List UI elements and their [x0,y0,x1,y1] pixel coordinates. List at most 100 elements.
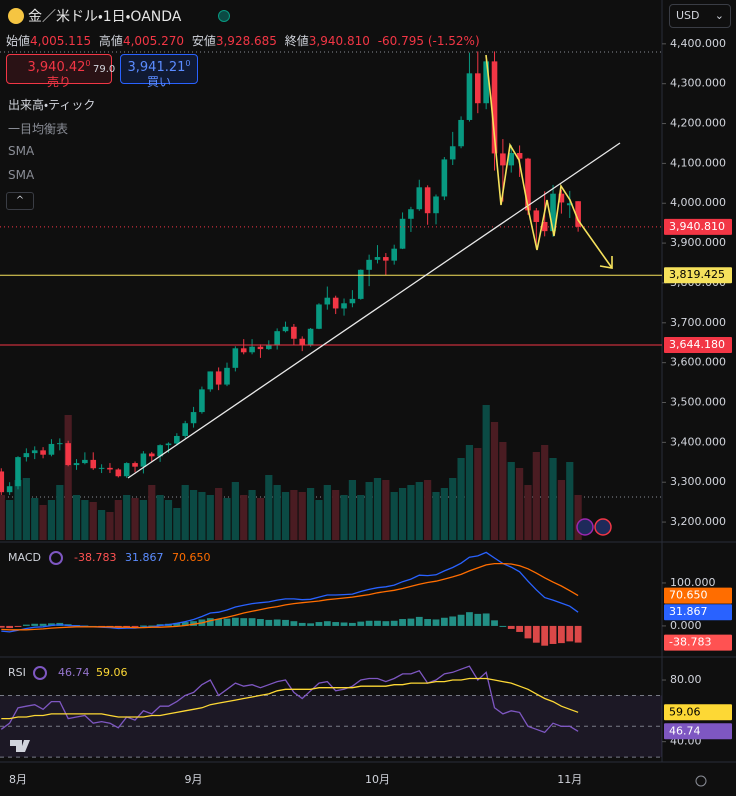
candle-body [98,467,105,469]
candle-body [140,453,147,467]
candle-body [190,412,197,424]
y-tick-label: 0.000 [670,619,702,632]
volume-bar [81,500,89,540]
histogram-bar [231,617,239,626]
volume-bar [499,442,507,540]
currency-dropdown[interactable]: USD ⌄ [669,4,731,28]
sell-price-fraction: 0 [85,59,91,68]
volume-bar [474,448,482,540]
ohlc-value: 3,928.685 [215,34,277,48]
candle-body [73,463,80,466]
candle-body [383,257,389,261]
volume-bar [22,478,30,540]
histogram-bar [173,622,181,626]
histogram-bar [558,625,565,644]
candle-body [249,346,255,353]
macd-value-label-bg [664,587,732,604]
settings-icon[interactable] [695,775,707,787]
candle-body [224,367,230,385]
logo [10,740,30,752]
volume-bar [432,492,440,540]
volume-bar [31,498,39,540]
rsi-value-label: 59.06 [669,705,701,718]
histogram-bar [466,612,473,626]
indicator-icon[interactable] [49,551,63,565]
volume-bar [298,492,306,540]
volume-bar [365,482,373,540]
candle-body [266,345,272,350]
histogram-bar [440,617,448,626]
candle-body [282,326,289,332]
last-price-label: 3,940.810 [669,220,725,233]
ohlc-label: 始値 [6,34,31,48]
volume-bar [566,462,574,540]
indicator-label[interactable]: SMA [8,144,35,158]
horizontal-line-label-bg [664,267,732,284]
histogram-bar [516,625,523,632]
candle-body [65,443,71,466]
histogram-bar [215,619,223,626]
candle-body [391,248,397,261]
volume-bar [223,498,231,540]
volume-bar [189,490,198,540]
macd-value-label-bg [664,634,732,651]
rsi-line [1,677,579,720]
macd-title: MACD [8,551,41,564]
event-icon[interactable] [594,518,612,536]
candle-body [31,450,38,454]
histogram-bar [48,623,55,626]
candle-body [291,326,297,339]
candle-body [341,303,347,309]
indicator-label[interactable]: 出来高・ティック [8,98,96,112]
trend-line-drawing[interactable] [127,142,621,479]
indicator-icon[interactable] [33,666,47,680]
plot-area: 4,400.000 4,300.000 4,200.000 4,100.000 4,00… [0,37,732,786]
buy-label: 買い [146,75,171,89]
histogram-bar [273,619,281,626]
y-tick-label: 4,100.000 [670,156,726,169]
volume-bar [348,480,356,540]
volume-bar [398,488,407,540]
buy-button[interactable]: 3,941.210 買い [120,54,198,89]
y-tick-label: 4,300.000 [670,77,726,90]
x-tick-label: 10月 [365,773,390,786]
collapse-button[interactable]: ^ [6,192,34,210]
volume-bar [507,462,515,540]
market-status [218,10,230,22]
volume-bar [215,488,223,540]
candle-body [240,348,247,353]
indicator-label[interactable]: SMA [8,168,35,182]
candle-body [566,203,573,206]
candle-body [274,331,280,346]
volume-bar [390,492,398,540]
histogram-bar [148,625,156,627]
candle-body [174,435,180,444]
macd-value-label: 70.650 [669,589,708,602]
x-tick-label: 9月 [185,773,203,786]
candle-body [257,346,264,350]
volume-bar [164,500,173,540]
sell-button[interactable]: 3,940.420 売り [6,54,112,89]
histogram-bar [265,619,273,626]
histogram-bar [382,621,390,626]
event-icon[interactable] [576,518,594,536]
candle-body [483,61,489,104]
candle-body [458,119,464,147]
indicator-label[interactable]: 一目均衡表 [8,122,69,136]
macd-line-value: 31.867 [125,551,164,564]
horizontal-line-label: 3,819.425 [669,268,725,281]
zigzag-drawing[interactable] [485,54,613,269]
candle-body [408,209,414,219]
macd-value-label-bg [664,604,732,621]
histogram-bar [6,625,14,629]
histogram-bar [507,625,515,629]
histogram-bar [499,625,507,627]
currency: USD [676,9,700,22]
candle-body [215,371,222,385]
volume-bar [47,500,56,540]
rsi-value-label: 46.74 [669,724,701,737]
volume-bar [198,492,206,540]
volume-bar [148,485,156,540]
histogram-bar [298,622,306,626]
